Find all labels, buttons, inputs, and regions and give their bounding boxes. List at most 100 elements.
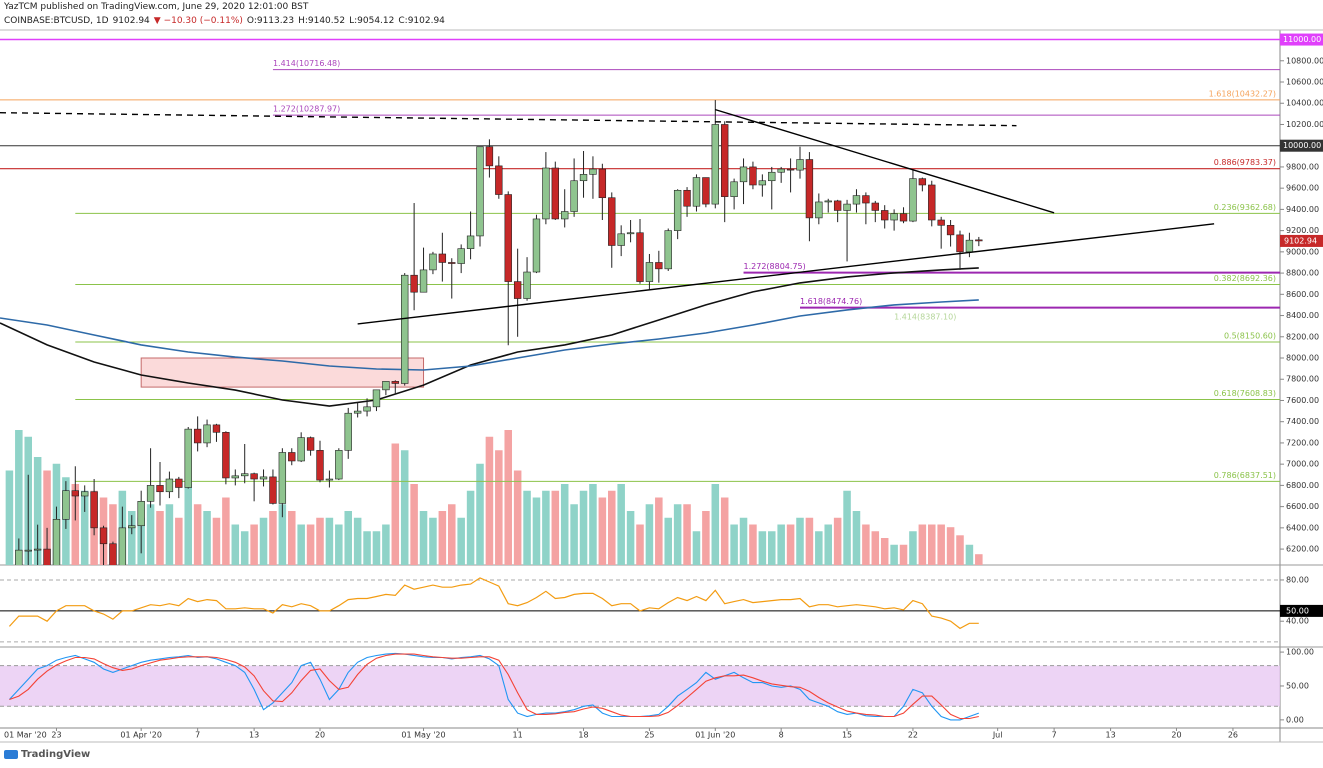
candle-body: [645, 262, 654, 282]
volume-bar: [156, 511, 164, 565]
candle-body: [62, 490, 70, 520]
candle-body: [288, 452, 296, 462]
candle-body: [128, 525, 136, 529]
volume-bar: [175, 517, 183, 565]
candle-body: [325, 478, 334, 481]
volume-bar: [862, 524, 870, 565]
change: ▼ −10.30 (−0.11%): [153, 16, 243, 26]
candle-body: [683, 189, 691, 207]
level-label: 1.618(8474.76): [800, 297, 862, 306]
volume-bar: [203, 511, 211, 565]
volume-bar: [495, 450, 503, 565]
x-tick-label: 01 Apr '20: [120, 731, 161, 740]
candle-body: [419, 269, 428, 293]
volume-bar: [918, 524, 927, 565]
candle-body: [551, 167, 559, 220]
candle-body: [184, 428, 192, 488]
volume-bar: [673, 504, 682, 565]
volume-bar: [636, 524, 644, 565]
candle-body: [824, 200, 832, 203]
last-price-box: [1280, 234, 1323, 247]
y-tick-label: 8800.00: [1286, 269, 1319, 278]
candle-body: [768, 171, 776, 182]
candle-body: [90, 491, 98, 529]
candle-body: [457, 248, 465, 264]
candle-body: [212, 424, 221, 433]
candle-body: [175, 478, 183, 488]
y-tick-label: 8200.00: [1286, 332, 1319, 341]
candle-body: [466, 235, 475, 249]
volume-bar: [843, 490, 851, 565]
stoch-d-line: [9, 653, 979, 720]
volume-bar: [109, 504, 117, 565]
volume-bar: [786, 524, 795, 565]
volume-bar: [476, 463, 484, 565]
volume-bar: [711, 484, 720, 565]
candle-body: [222, 432, 230, 479]
volume-bar: [278, 504, 287, 565]
candle-body: [899, 213, 908, 222]
trendline: [0, 111, 1017, 127]
candle-body: [626, 232, 635, 235]
candle-body: [33, 548, 42, 551]
footer: TradingView: [4, 749, 90, 760]
y-tick-label: 10200.00: [1286, 120, 1323, 129]
level-label: 0.382(8692.36): [1214, 274, 1276, 283]
volume-bar: [542, 490, 550, 565]
candle-body: [156, 485, 164, 493]
candle-body: [673, 189, 682, 231]
candle-body: [306, 437, 315, 451]
volume-bar: [815, 531, 823, 565]
volume-bar: [438, 511, 447, 565]
x-tick-label: 22: [908, 731, 918, 740]
volume-bar: [15, 430, 23, 565]
candle-body: [664, 230, 672, 270]
volume-bar: [363, 531, 371, 565]
y-tick-label: 9800.00: [1286, 162, 1319, 171]
volume-bar: [184, 484, 192, 565]
candle-body: [118, 527, 127, 565]
candle-body: [165, 478, 174, 493]
candle-body: [429, 253, 437, 271]
y-tick-label: 10800.00: [1286, 56, 1323, 65]
candle-body: [438, 253, 447, 263]
candle-body: [617, 233, 625, 246]
x-tick-label: 8: [779, 731, 784, 740]
volume-bar: [250, 524, 258, 565]
volume-bar: [617, 484, 625, 565]
candle-body: [43, 548, 51, 565]
candle-body: [353, 410, 362, 414]
candle-body: [636, 232, 644, 282]
candle-body: [721, 124, 729, 197]
candle-body: [730, 181, 738, 197]
stoch-tick-label: 0.00: [1286, 715, 1304, 724]
y-tick-label: 8400.00: [1286, 311, 1319, 320]
volume-bar: [579, 490, 588, 565]
candle-body: [655, 262, 663, 270]
x-tick-label: Jul: [992, 731, 1003, 740]
level-label: 0.886(9783.37): [1214, 158, 1276, 167]
candle-body: [796, 159, 804, 171]
candle-body: [881, 210, 889, 221]
stoch-tick-label: 50.00: [1286, 681, 1309, 690]
volume-bar: [222, 497, 230, 565]
rsi-mid-box: [1280, 604, 1323, 617]
candle-body: [335, 450, 343, 480]
volume-bar: [824, 524, 832, 565]
volume-bar: [128, 511, 136, 565]
candle-body: [372, 389, 381, 408]
candle-body: [203, 424, 211, 444]
candle-body: [579, 174, 588, 182]
low: L:9054.12: [349, 16, 395, 26]
candle-body: [711, 124, 719, 205]
symbol-line: COINBASE:BTCUSD, 1D 9102.94 ▼ −10.30 (−0.1…: [4, 16, 449, 26]
volume-bar: [975, 554, 983, 565]
volume-bar: [523, 490, 531, 565]
volume-bar: [193, 504, 202, 565]
price-pane: [0, 38, 1280, 565]
y-tick-label: 9000.00: [1286, 247, 1319, 256]
volume-bar: [400, 450, 409, 565]
volume-bar: [391, 443, 400, 565]
volume-bar: [956, 535, 964, 565]
